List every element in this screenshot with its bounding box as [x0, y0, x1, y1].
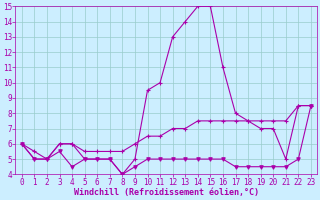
X-axis label: Windchill (Refroidissement éolien,°C): Windchill (Refroidissement éolien,°C)	[74, 188, 259, 197]
